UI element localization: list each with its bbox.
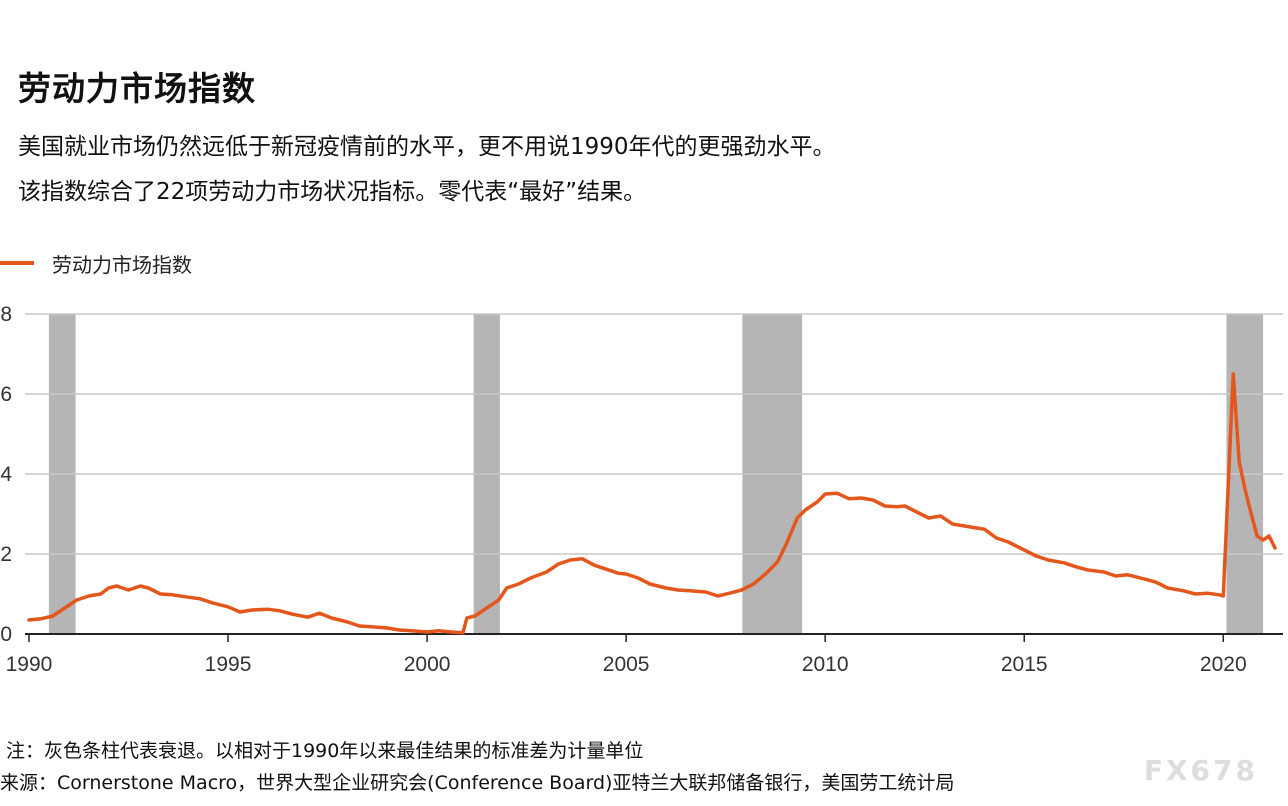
legend-swatch <box>0 261 34 265</box>
chart-title: 劳动力市场指数 <box>18 69 256 108</box>
chart-note: 注：灰色条柱代表衰退。以相对于1990年以来最佳结果的标准差为计量单位 <box>6 740 644 762</box>
y-tick-label: 6 <box>0 383 12 406</box>
chart-subtitle-line-1: 美国就业市场仍然远低于新冠疫情前的水平，更不用说1990年代的更强劲水平。 <box>18 134 836 160</box>
legend-label: 劳动力市场指数 <box>52 252 192 277</box>
legend: 劳动力市场指数 <box>0 248 192 278</box>
chart-source: 来源：Cornerstone Macro，世界大型企业研究会(Conferenc… <box>0 772 955 794</box>
x-tick-label: 2010 <box>802 653 849 676</box>
x-tick-label: 2020 <box>1200 653 1247 676</box>
chart-subtitle-line-2: 该指数综合了22项劳动力市场状况指标。零代表“最好”结果。 <box>18 179 647 205</box>
line-chart: 0 2 4 6 8 1990 1995 2000 2005 2010 2015 2020 <box>0 303 1283 676</box>
watermark: FX678 <box>1143 754 1258 787</box>
x-tick-label: 2000 <box>404 653 451 676</box>
x-tick-label: 1990 <box>6 653 53 676</box>
x-tick-label: 1995 <box>205 653 252 676</box>
y-tick-label: 2 <box>0 543 12 566</box>
x-tick-label: 2005 <box>603 653 650 676</box>
y-tick-label: 8 <box>0 303 12 326</box>
series-line <box>27 372 1277 635</box>
x-tick-label: 2015 <box>1001 653 1048 676</box>
y-tick-label: 4 <box>0 463 12 486</box>
y-tick-label: 0 <box>0 623 12 646</box>
